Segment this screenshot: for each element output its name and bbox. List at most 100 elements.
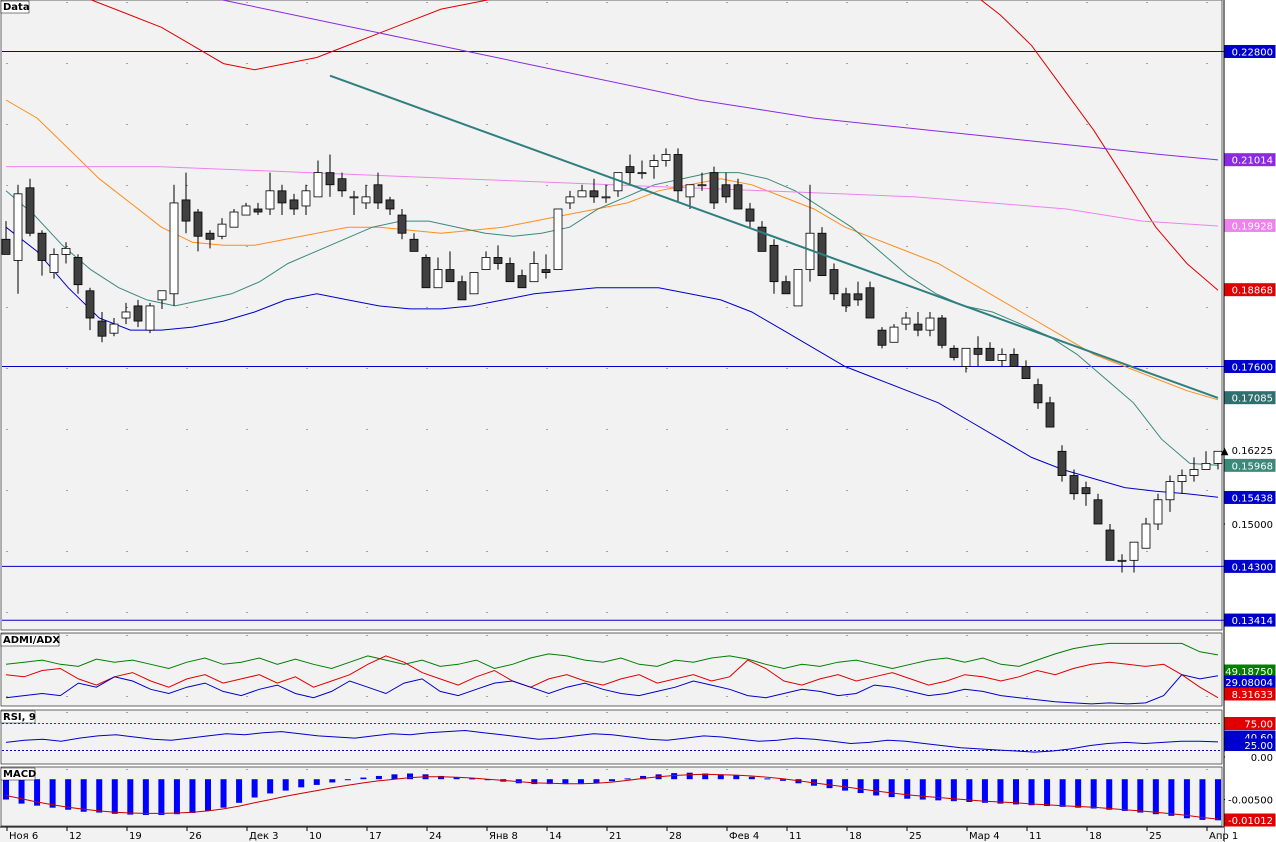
candle-body[interactable] bbox=[1057, 450, 1067, 476]
macd-histogram-bar[interactable] bbox=[282, 779, 289, 791]
candle-body[interactable] bbox=[265, 190, 275, 210]
candle-body[interactable] bbox=[649, 160, 659, 167]
macd-histogram-bar[interactable] bbox=[935, 779, 942, 801]
candle-body[interactable] bbox=[865, 287, 875, 319]
candle-body[interactable] bbox=[1165, 481, 1175, 501]
admi-series-1-line[interactable] bbox=[5, 655, 1219, 699]
candle-body[interactable] bbox=[229, 211, 239, 228]
macd-histogram-bar[interactable] bbox=[298, 779, 305, 788]
macd-histogram-bar[interactable] bbox=[531, 779, 538, 785]
candle-body[interactable] bbox=[1009, 353, 1019, 367]
candle-body[interactable] bbox=[361, 196, 371, 204]
candle-body[interactable] bbox=[961, 347, 971, 367]
macd-histogram-bar[interactable] bbox=[919, 779, 926, 800]
candle-body[interactable] bbox=[385, 199, 395, 210]
candle-body[interactable] bbox=[1021, 366, 1031, 380]
candle-body[interactable] bbox=[733, 184, 743, 210]
candle-body[interactable] bbox=[337, 178, 347, 192]
macd-histogram-bar[interactable] bbox=[96, 779, 103, 813]
candle-body[interactable] bbox=[1105, 529, 1115, 561]
macd-histogram-bar[interactable] bbox=[640, 775, 647, 780]
macd-histogram-bar[interactable] bbox=[686, 772, 693, 780]
candle-body[interactable] bbox=[409, 238, 419, 252]
candle-body[interactable] bbox=[913, 323, 923, 331]
macd-histogram-bar[interactable] bbox=[1044, 779, 1051, 807]
candle-body[interactable] bbox=[313, 172, 323, 198]
candle-body[interactable] bbox=[277, 190, 287, 204]
candle-body[interactable] bbox=[481, 257, 491, 270]
macd-signal-line[interactable] bbox=[5, 773, 1219, 820]
candle-body[interactable] bbox=[1189, 469, 1199, 476]
candle-body[interactable] bbox=[61, 247, 71, 255]
macd-histogram-bar[interactable] bbox=[251, 779, 258, 798]
candle-body[interactable] bbox=[205, 232, 215, 240]
admi-series-0-line[interactable] bbox=[5, 642, 1219, 670]
candle-body[interactable] bbox=[637, 172, 647, 175]
macd-histogram-bar[interactable] bbox=[733, 775, 740, 780]
bollinger-middle-line[interactable] bbox=[5, 99, 1219, 401]
macd-histogram-bar[interactable] bbox=[1168, 779, 1175, 816]
candle-body[interactable] bbox=[289, 199, 299, 210]
macd-histogram-bar[interactable] bbox=[577, 779, 584, 785]
candle-body[interactable] bbox=[1177, 475, 1187, 482]
candle-body[interactable] bbox=[625, 166, 635, 174]
macd-histogram-bar[interactable] bbox=[236, 779, 243, 803]
macd-histogram-bar[interactable] bbox=[904, 779, 911, 799]
candle-body[interactable] bbox=[109, 323, 119, 334]
candle-body[interactable] bbox=[445, 269, 455, 283]
candle-body[interactable] bbox=[145, 305, 155, 331]
candle-body[interactable] bbox=[841, 293, 851, 307]
moving-average-slow-pink-line[interactable] bbox=[6, 166, 1219, 227]
macd-histogram-bar[interactable] bbox=[1183, 779, 1190, 819]
macd-histogram-bar[interactable] bbox=[3, 779, 9, 800]
moving-average-fast-line[interactable] bbox=[5, 172, 1219, 466]
macd-histogram-bar[interactable] bbox=[1059, 779, 1066, 807]
macd-histogram-bar[interactable] bbox=[1075, 779, 1082, 808]
candle-body[interactable] bbox=[589, 190, 599, 198]
macd-histogram-bar[interactable] bbox=[484, 779, 491, 781]
macd-histogram-bar[interactable] bbox=[1106, 779, 1113, 810]
candle-body[interactable] bbox=[1069, 475, 1079, 495]
candle-body[interactable] bbox=[685, 184, 695, 198]
candle-body[interactable] bbox=[769, 244, 779, 283]
candle-body[interactable] bbox=[397, 214, 407, 234]
candle-body[interactable] bbox=[433, 269, 443, 289]
macd-histogram-bar[interactable] bbox=[546, 779, 553, 785]
candle-body[interactable] bbox=[241, 205, 251, 216]
candle-body[interactable] bbox=[73, 257, 83, 286]
macd-histogram-bar[interactable] bbox=[779, 779, 786, 781]
macd-histogram-bar[interactable] bbox=[717, 774, 724, 780]
macd-histogram-bar[interactable] bbox=[981, 779, 988, 803]
candle-body[interactable] bbox=[937, 317, 947, 346]
macd-histogram-bar[interactable] bbox=[407, 773, 413, 780]
candle-body[interactable] bbox=[949, 347, 959, 358]
candle-body[interactable] bbox=[373, 184, 383, 204]
candle-body[interactable] bbox=[457, 281, 467, 301]
bollinger-lower-line[interactable] bbox=[5, 226, 1219, 498]
candle-body[interactable] bbox=[1033, 384, 1043, 404]
macd-histogram-bar[interactable] bbox=[842, 779, 849, 791]
macd-histogram-bar[interactable] bbox=[562, 779, 569, 785]
macd-histogram-bar[interactable] bbox=[966, 779, 973, 802]
candle-body[interactable] bbox=[157, 290, 167, 301]
candle-body[interactable] bbox=[325, 172, 335, 186]
macd-histogram-bar[interactable] bbox=[65, 779, 72, 810]
macd-histogram-bar[interactable] bbox=[34, 779, 41, 806]
candle-body[interactable] bbox=[37, 232, 47, 261]
candle-body[interactable] bbox=[1, 238, 11, 255]
candle-body[interactable] bbox=[121, 311, 131, 319]
macd-histogram-bar[interactable] bbox=[1090, 779, 1097, 809]
macd-histogram-bar[interactable] bbox=[609, 779, 615, 782]
candle-body[interactable] bbox=[853, 293, 863, 301]
macd-histogram-bar[interactable] bbox=[360, 777, 367, 780]
macd-histogram-bar[interactable] bbox=[1121, 779, 1128, 811]
candle-body[interactable] bbox=[1129, 541, 1139, 561]
candle-body[interactable] bbox=[877, 329, 887, 346]
macd-histogram-bar[interactable] bbox=[189, 779, 196, 813]
candle-body[interactable] bbox=[997, 353, 1007, 361]
candle-body[interactable] bbox=[193, 211, 203, 237]
admi-panel[interactable] bbox=[5, 642, 1219, 705]
macd-histogram-bar[interactable] bbox=[142, 779, 149, 816]
macd-histogram-bar[interactable] bbox=[220, 779, 227, 808]
macd-histogram-bar[interactable] bbox=[1013, 779, 1019, 805]
